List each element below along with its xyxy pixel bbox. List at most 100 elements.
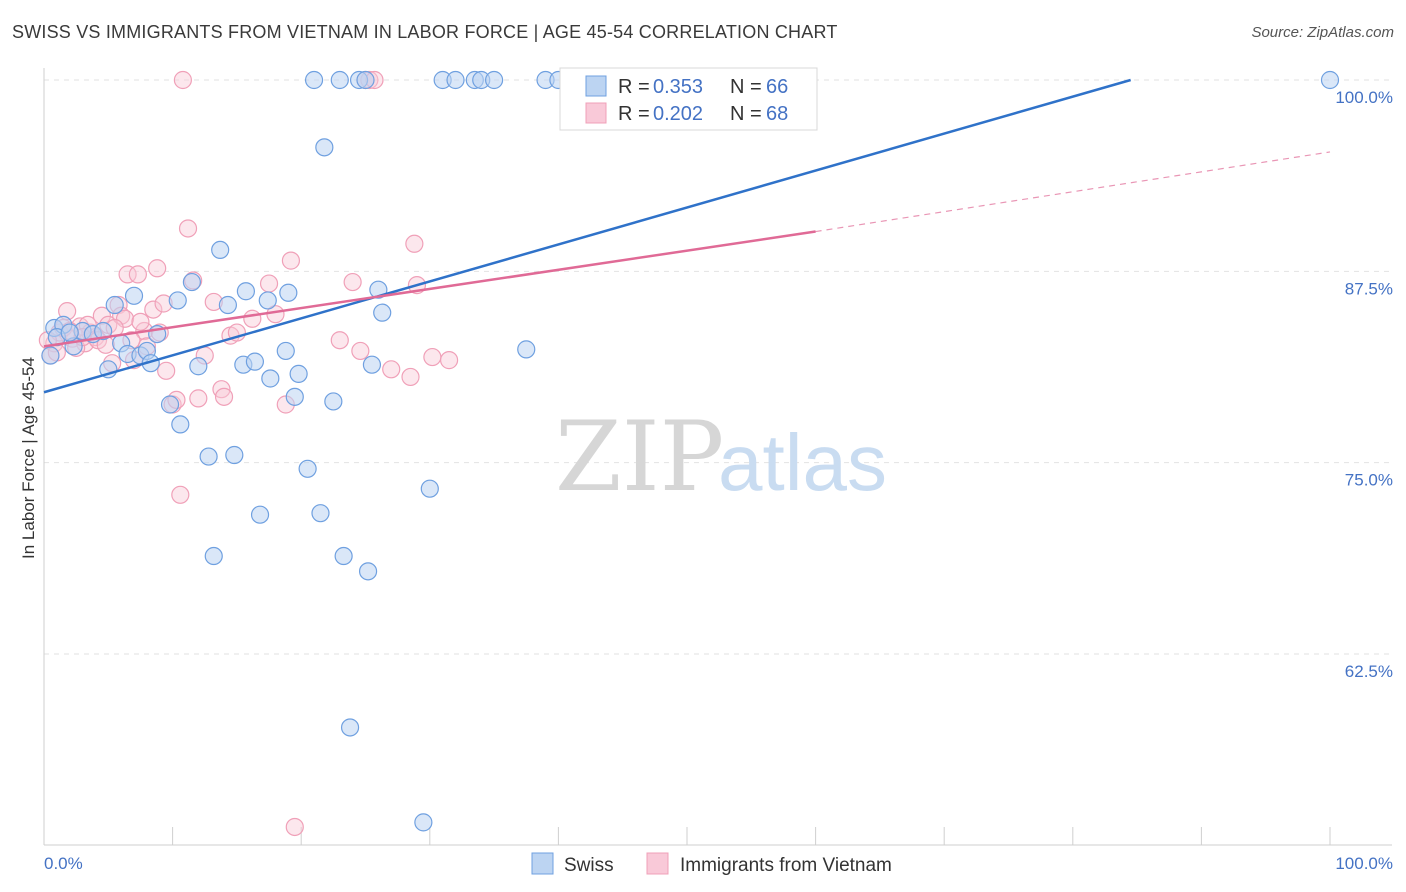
- legend-swatch-swiss: [585, 75, 607, 97]
- x-tick-label: 0.0%: [44, 854, 83, 873]
- vietnam-point: [144, 300, 163, 319]
- legend-swiss-r-label: R =: [618, 76, 650, 98]
- swiss-point: [334, 546, 353, 566]
- trend-lines: [43, 78, 1331, 394]
- chart-source: Source: ZipAtlas.com: [1251, 24, 1394, 41]
- y-tick-labels: 100.0% 87.5% 75.0% 62.5%: [1335, 88, 1393, 681]
- vietnam-point: [173, 70, 192, 90]
- swiss-point: [41, 346, 60, 365]
- swiss-point: [285, 387, 304, 406]
- swiss-point: [189, 357, 208, 376]
- chart-title: SWISS VS IMMIGRANTS FROM VIETNAM IN LABO…: [12, 22, 838, 42]
- legend-swiss-n-value: 66: [766, 76, 788, 98]
- bottom-legend-swiss: Swiss: [564, 855, 614, 876]
- swiss-point: [289, 364, 308, 383]
- swiss-point: [373, 303, 392, 322]
- series-swiss-points: [41, 70, 1340, 832]
- swiss-point: [330, 70, 349, 90]
- y-tick-label: 75.0%: [1345, 471, 1393, 490]
- swiss-point: [168, 291, 187, 310]
- vietnam-point: [243, 309, 262, 328]
- swiss-point: [485, 70, 504, 90]
- vietnam-point: [157, 361, 176, 380]
- swiss-point: [258, 291, 277, 310]
- swiss-point: [160, 395, 180, 414]
- vietnam-point: [439, 351, 459, 370]
- vietnam-point: [285, 817, 304, 837]
- swiss-point: [261, 369, 280, 388]
- legend: R = 0.353 N = 66 R = 0.202 N = 68: [559, 67, 818, 131]
- vietnam-point: [382, 360, 401, 379]
- vietnam-point: [351, 341, 370, 361]
- y-tick-label: 100.0%: [1335, 88, 1393, 107]
- swiss-point: [225, 445, 244, 465]
- swiss-point: [340, 718, 360, 737]
- trend-line-swiss: [43, 78, 1132, 394]
- swiss-point: [218, 295, 237, 315]
- y-axis-label: In Labor Force | Age 45-54: [19, 357, 38, 559]
- swiss-point: [245, 352, 265, 371]
- swiss-point: [171, 415, 190, 434]
- swiss-point: [356, 70, 375, 90]
- vietnam-point: [128, 265, 147, 284]
- bottom-legend-vietnam: Immigrants from Vietnam: [680, 855, 892, 876]
- vietnam-point: [423, 347, 442, 367]
- swiss-point: [236, 282, 256, 301]
- swiss-point: [105, 295, 124, 315]
- vietnam-point: [214, 387, 234, 406]
- vietnam-point: [330, 331, 349, 350]
- swiss-point: [124, 286, 144, 305]
- y-tick-label: 87.5%: [1345, 279, 1393, 298]
- swiss-point: [517, 340, 536, 359]
- swiss-point: [94, 321, 113, 341]
- bottom-legend-swatch-swiss: [531, 852, 554, 875]
- vietnam-point: [343, 272, 362, 292]
- swiss-point: [250, 505, 270, 524]
- trend-line-vietnam: [43, 230, 816, 348]
- legend-swiss-r-value: 0.353: [653, 76, 703, 98]
- swiss-point: [279, 283, 298, 302]
- vietnam-point: [171, 485, 190, 504]
- legend-swiss-n-label: N =: [730, 76, 762, 98]
- swiss-point: [311, 504, 330, 523]
- bottom-legend-swatch-vietnam: [646, 852, 669, 875]
- swiss-point: [420, 479, 439, 498]
- vietnam-point: [118, 265, 137, 284]
- vietnam-point: [189, 389, 208, 408]
- swiss-point: [304, 70, 324, 90]
- swiss-point: [298, 459, 317, 478]
- swiss-point: [60, 323, 79, 342]
- x-tick-labels: 0.0% 100.0%: [44, 854, 1393, 873]
- swiss-point: [276, 341, 295, 361]
- vietnam-point: [178, 219, 198, 238]
- swiss-point: [358, 562, 378, 581]
- legend-vietnam-r-label: R =: [618, 103, 650, 125]
- legend-vietnam-r-value: 0.202: [653, 103, 703, 125]
- swiss-point: [182, 272, 201, 292]
- vietnam-point: [115, 309, 135, 328]
- swiss-point: [204, 546, 223, 566]
- bottom-legend: Swiss Immigrants from Vietnam: [531, 852, 892, 876]
- swiss-point: [1320, 70, 1340, 90]
- vietnam-point: [131, 312, 150, 331]
- swiss-point: [199, 447, 218, 466]
- legend-vietnam-n-label: N =: [730, 103, 762, 125]
- swiss-point: [315, 138, 334, 157]
- vietnam-point: [259, 274, 279, 293]
- swiss-point: [211, 240, 230, 260]
- vietnam-point: [281, 251, 301, 270]
- watermark-atlas: atlas: [718, 418, 887, 507]
- vietnam-point: [405, 234, 424, 253]
- y-tick-label: 62.5%: [1345, 662, 1393, 681]
- vietnam-point: [148, 259, 167, 278]
- watermark: ZIP atlas: [555, 401, 887, 513]
- series-vietnam-points: [38, 70, 459, 837]
- trend-line-vietnam-extension: [815, 151, 1331, 233]
- legend-swatch-vietnam: [585, 102, 607, 124]
- x-tick-label: 100.0%: [1335, 854, 1393, 873]
- swiss-point: [362, 355, 382, 374]
- legend-vietnam-n-value: 68: [766, 103, 788, 125]
- watermark-zip: ZIP: [555, 401, 724, 513]
- vietnam-point: [401, 367, 420, 387]
